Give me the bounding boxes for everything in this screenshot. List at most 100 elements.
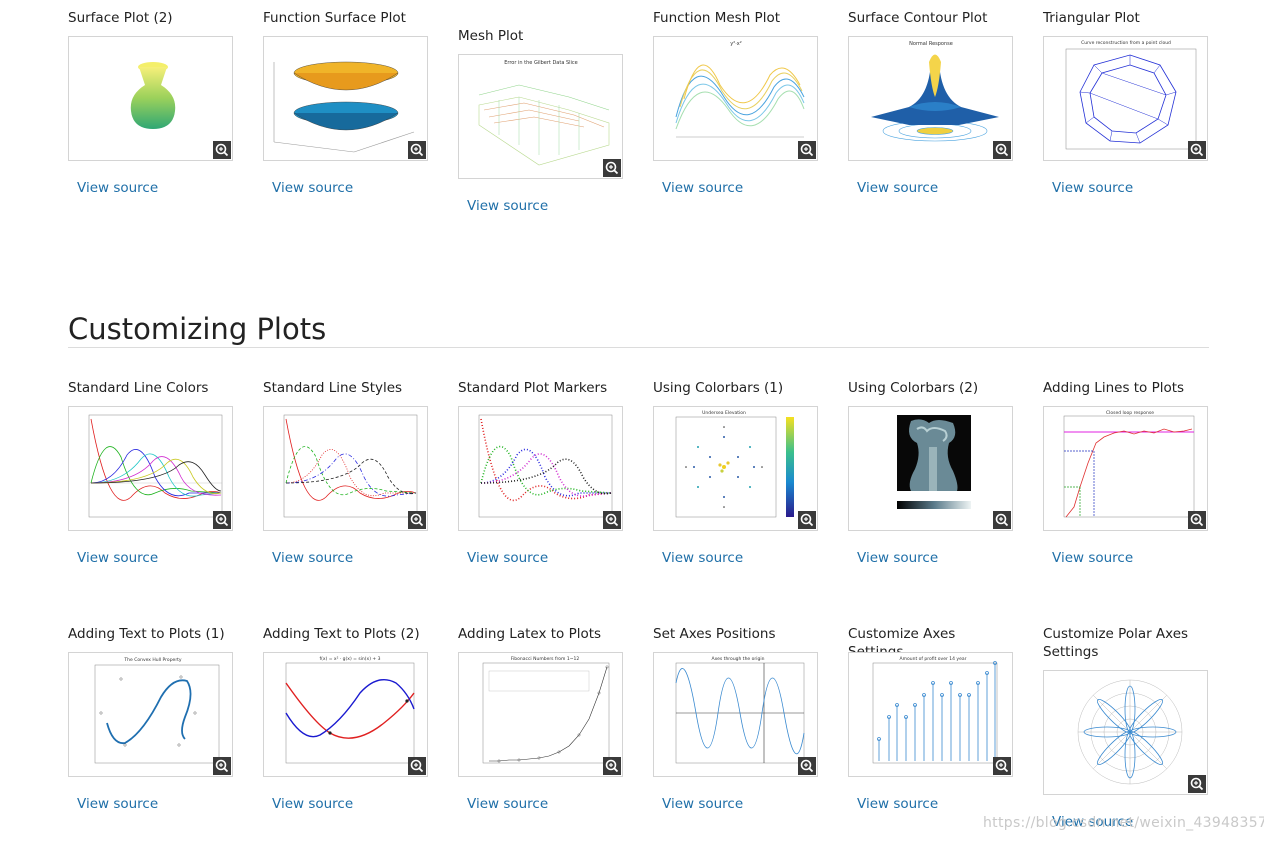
card-adding-latex-to-plots: Adding Latex to Plots bbox=[458, 625, 624, 643]
view-source-link[interactable]: View source bbox=[662, 550, 744, 566]
zoom-in-icon[interactable] bbox=[798, 511, 816, 529]
plot-markers-image bbox=[478, 414, 613, 518]
card-standard-plot-markers: Standard Plot Markers bbox=[458, 379, 624, 397]
card-function-surface-plot: Function Surface Plot bbox=[263, 9, 429, 27]
adding-lines-image: Closed loop response bbox=[1063, 410, 1195, 518]
thumbnail-title: y²·x² bbox=[730, 41, 742, 47]
thumbnail-using-colorbars-2[interactable] bbox=[848, 406, 1013, 531]
view-source-link[interactable]: View source bbox=[857, 550, 939, 566]
thumbnail-adding-text-to-plots-2[interactable]: f(x) = x² · g(x) = sin(x) + 3 bbox=[263, 652, 428, 777]
card-title: Set Axes Positions bbox=[653, 626, 776, 642]
thumbnail-title: Error in the Gilbert Data Slice bbox=[504, 60, 578, 66]
thumbnail-triangular-plot[interactable]: Curve reconstruction from a point cloud bbox=[1043, 36, 1208, 161]
card-title: Triangular Plot bbox=[1043, 10, 1140, 26]
zoom-in-icon[interactable] bbox=[408, 511, 426, 529]
zoom-in-icon[interactable] bbox=[993, 511, 1011, 529]
view-source-link[interactable]: View source bbox=[77, 550, 159, 566]
zoom-in-icon[interactable] bbox=[798, 141, 816, 159]
view-source-link[interactable]: View source bbox=[467, 796, 549, 812]
zoom-in-icon[interactable] bbox=[993, 757, 1011, 775]
axes-origin-image: Axes through the origin bbox=[675, 656, 805, 764]
thumbnail-mesh-plot[interactable]: Error in the Gilbert Data Slice bbox=[458, 54, 623, 179]
card-adding-text-to-plots-1: Adding Text to Plots (1) bbox=[68, 625, 234, 643]
thumbnail-customize-axes-settings[interactable]: Amount of profit over 14 year bbox=[848, 652, 1013, 777]
card-surface-plot-2: Surface Plot (2) bbox=[68, 9, 234, 27]
card-title: Standard Plot Markers bbox=[458, 380, 608, 396]
view-source-link[interactable]: View source bbox=[1052, 180, 1134, 196]
card-title: Standard Line Styles bbox=[263, 380, 403, 396]
line-styles-image bbox=[283, 414, 418, 518]
watermark: https://blog.csdn.net/weixin_43948357 bbox=[983, 815, 1264, 831]
zoom-in-icon[interactable] bbox=[1188, 511, 1206, 529]
view-source-link[interactable]: View source bbox=[467, 550, 549, 566]
zoom-in-icon[interactable] bbox=[603, 757, 621, 775]
view-source-link[interactable]: View source bbox=[1052, 814, 1134, 830]
thumbnail-adding-latex-to-plots[interactable]: Fibonacci Numbers from 1~12 bbox=[458, 652, 623, 777]
card-customize-polar-axes-settings: Customize Polar Axes Settings bbox=[1043, 625, 1193, 661]
view-source-link[interactable]: View source bbox=[662, 180, 744, 196]
thumbnail-title: Undersea Elevation bbox=[702, 410, 746, 416]
card-title: Adding Text to Plots (1) bbox=[68, 626, 225, 642]
zoom-in-icon[interactable] bbox=[213, 757, 231, 775]
card-title: Mesh Plot bbox=[458, 28, 524, 44]
colorbar-mri-image bbox=[897, 415, 971, 509]
zoom-in-icon[interactable] bbox=[993, 141, 1011, 159]
thumbnail-set-axes-positions[interactable]: Axes through the origin bbox=[653, 652, 818, 777]
view-source-link[interactable]: View source bbox=[272, 796, 354, 812]
thumbnail-customize-polar-axes-settings[interactable] bbox=[1043, 670, 1208, 795]
view-source-link[interactable]: View source bbox=[857, 796, 939, 812]
view-source-link[interactable]: View source bbox=[467, 198, 549, 214]
thumbnail-title: Closed loop response bbox=[1106, 410, 1154, 416]
function-surface-image bbox=[273, 61, 415, 153]
function-mesh-image: y²·x² bbox=[675, 41, 805, 138]
card-using-colorbars-1: Using Colorbars (1) bbox=[653, 379, 819, 397]
view-source-link[interactable]: View source bbox=[77, 180, 159, 196]
card-title: Using Colorbars (2) bbox=[848, 380, 979, 396]
view-source-link[interactable]: View source bbox=[77, 796, 159, 812]
thumbnail-standard-plot-markers[interactable] bbox=[458, 406, 623, 531]
thumbnail-adding-lines-to-plots[interactable]: Closed loop response bbox=[1043, 406, 1208, 531]
view-source-link[interactable]: View source bbox=[662, 796, 744, 812]
thumbnail-adding-text-to-plots-1[interactable]: The Convex Hull Property bbox=[68, 652, 233, 777]
view-source-link[interactable]: View source bbox=[1052, 550, 1134, 566]
zoom-in-icon[interactable] bbox=[408, 141, 426, 159]
surface-contour-image: Normal Response bbox=[871, 41, 999, 142]
convex-hull-image: The Convex Hull Property bbox=[94, 657, 220, 764]
view-source-link[interactable]: View source bbox=[272, 180, 354, 196]
thumbnail-using-colorbars-1[interactable]: Undersea Elevation bbox=[653, 406, 818, 531]
card-set-axes-positions: Set Axes Positions bbox=[653, 625, 819, 643]
zoom-in-icon[interactable] bbox=[603, 159, 621, 177]
thumbnail-surface-plot-2[interactable] bbox=[68, 36, 233, 161]
mesh-plot-image: Error in the Gilbert Data Slice bbox=[478, 60, 610, 166]
thumbnail-function-surface-plot[interactable] bbox=[263, 36, 428, 161]
view-source-link[interactable]: View source bbox=[272, 550, 354, 566]
zoom-in-icon[interactable] bbox=[798, 757, 816, 775]
card-title: Adding Text to Plots (2) bbox=[263, 626, 420, 642]
zoom-in-icon[interactable] bbox=[213, 511, 231, 529]
card-standard-line-styles: Standard Line Styles bbox=[263, 379, 429, 397]
card-title: Adding Lines to Plots bbox=[1043, 380, 1185, 396]
thumbnail-surface-contour-plot[interactable]: Normal Response bbox=[848, 36, 1013, 161]
zoom-in-icon[interactable] bbox=[603, 511, 621, 529]
card-title: Using Colorbars (1) bbox=[653, 380, 784, 396]
card-using-colorbars-2: Using Colorbars (2) bbox=[848, 379, 1014, 397]
card-title: Adding Latex to Plots bbox=[458, 626, 602, 642]
thumbnail-title: Fibonacci Numbers from 1~12 bbox=[511, 656, 580, 662]
zoom-in-icon[interactable] bbox=[408, 757, 426, 775]
card-title: Function Mesh Plot bbox=[653, 10, 780, 26]
thumbnail-standard-line-colors[interactable] bbox=[68, 406, 233, 531]
thumbnail-title: Curve reconstruction from a point cloud bbox=[1081, 40, 1171, 46]
card-triangular-plot: Triangular Plot bbox=[1043, 9, 1209, 27]
card-title: Surface Contour Plot bbox=[848, 10, 988, 26]
zoom-in-icon[interactable] bbox=[213, 141, 231, 159]
zoom-in-icon[interactable] bbox=[1188, 141, 1206, 159]
thumbnail-standard-line-styles[interactable] bbox=[263, 406, 428, 531]
card-title: Standard Line Colors bbox=[68, 380, 209, 396]
section-divider bbox=[68, 347, 1209, 348]
card-title: Customize Polar Axes Settings bbox=[1043, 626, 1189, 660]
thumbnail-function-mesh-plot[interactable]: y²·x² bbox=[653, 36, 818, 161]
line-colors-image bbox=[88, 414, 223, 518]
zoom-in-icon[interactable] bbox=[1188, 775, 1206, 793]
thumbnail-title: f(x) = x² · g(x) = sin(x) + 3 bbox=[320, 656, 381, 662]
view-source-link[interactable]: View source bbox=[857, 180, 939, 196]
